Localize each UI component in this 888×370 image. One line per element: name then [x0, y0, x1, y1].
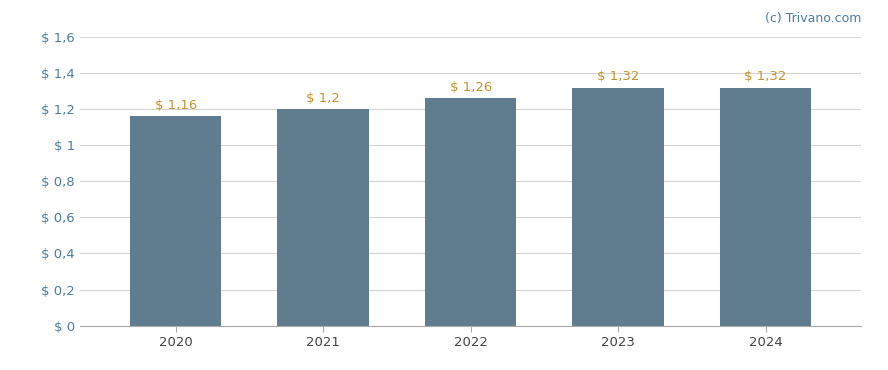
Bar [573, 87, 664, 326]
Text: $ 1,26: $ 1,26 [449, 81, 492, 94]
Text: (c) Trivano.com: (c) Trivano.com [765, 13, 861, 26]
Bar [720, 87, 812, 326]
Text: $ 1,32: $ 1,32 [597, 70, 639, 83]
Text: $ 1,2: $ 1,2 [306, 92, 340, 105]
Text: $ 1,16: $ 1,16 [155, 99, 197, 112]
Bar [277, 109, 369, 326]
Bar [425, 98, 516, 326]
Bar [130, 116, 221, 326]
Text: $ 1,32: $ 1,32 [744, 70, 787, 83]
